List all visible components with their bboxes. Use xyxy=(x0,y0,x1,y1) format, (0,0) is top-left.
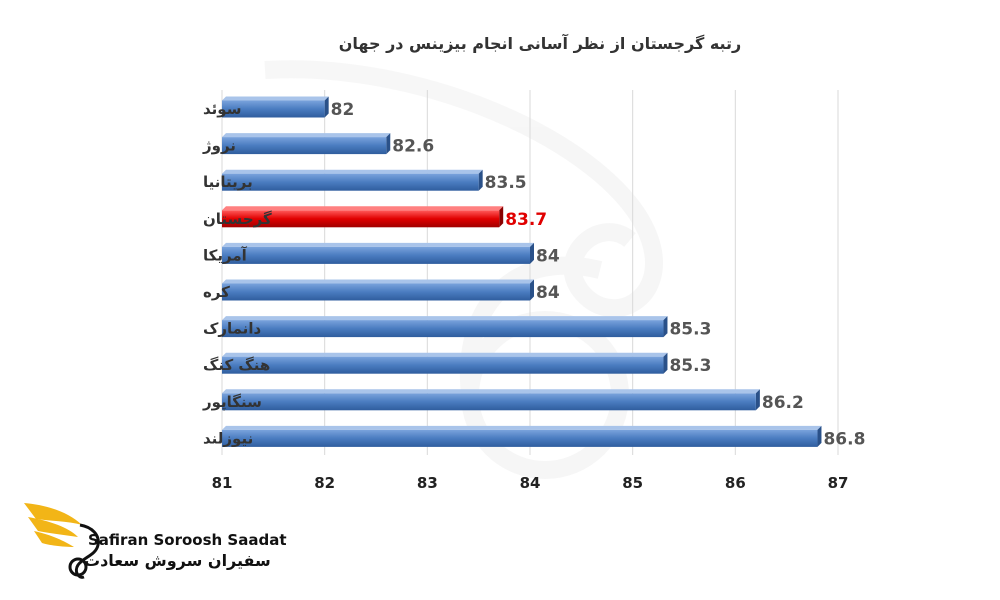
data-label: 83.7 xyxy=(505,210,547,230)
bar xyxy=(222,389,760,411)
x-tick-label: 85 xyxy=(622,474,643,492)
data-label: 84 xyxy=(536,246,560,266)
x-axis-ticks: 81 82 83 84 85 86 87 xyxy=(212,474,849,492)
category-label: سنگاپور xyxy=(202,393,262,412)
bar xyxy=(222,279,534,301)
data-label: 85.3 xyxy=(669,320,711,340)
bar xyxy=(222,96,329,118)
category-labels: سوئد نروژ بریتانیا گرجستان آمریکا کره دانمارک ه… xyxy=(202,100,272,447)
bar xyxy=(222,242,534,264)
data-label: 83.5 xyxy=(485,173,527,193)
category-label: گرجستان xyxy=(203,210,272,228)
category-label: آمریکا xyxy=(203,246,248,264)
x-tick-label: 87 xyxy=(828,474,849,492)
bar xyxy=(222,425,822,447)
category-label: سوئد xyxy=(203,100,241,118)
logo-text-english: Safiran Soroosh Saadat xyxy=(88,531,287,549)
data-label: 82 xyxy=(331,100,355,120)
logo-text-persian: سفیران سروش سعادت xyxy=(84,551,271,570)
category-label: هنگ کنگ xyxy=(203,356,270,374)
x-tick-label: 81 xyxy=(212,474,233,492)
x-tick-label: 84 xyxy=(520,474,541,492)
category-label: بریتانیا xyxy=(203,173,253,191)
company-logo: Safiran Soroosh Saadat سفیران سروش سعادت xyxy=(18,495,298,585)
chart-title: رتبه گرجستان از نظر آسانی انجام بیزینس د… xyxy=(338,34,742,53)
data-label: 84 xyxy=(536,283,560,303)
bars xyxy=(222,96,822,447)
phoenix-wing-icon xyxy=(24,503,100,579)
data-label: 86.2 xyxy=(762,393,804,413)
category-label: نروژ xyxy=(202,137,236,155)
category-label: کره xyxy=(203,283,230,301)
bar xyxy=(222,316,668,338)
category-label: دانمارک xyxy=(203,320,261,338)
bar xyxy=(222,133,391,155)
x-tick-label: 82 xyxy=(314,474,335,492)
data-label: 82.6 xyxy=(392,137,434,157)
x-tick-label: 83 xyxy=(417,474,438,492)
value-labels: 82 82.6 83.5 83.7 84 84 85.3 85.3 86.2 86.8 xyxy=(331,100,866,449)
data-label: 85.3 xyxy=(669,356,711,376)
x-tick-label: 86 xyxy=(725,474,746,492)
bar xyxy=(222,169,483,191)
category-label: نیوزلند xyxy=(203,429,253,447)
bar-highlighted xyxy=(222,206,504,228)
data-label: 86.8 xyxy=(823,429,865,449)
bar xyxy=(222,352,668,374)
